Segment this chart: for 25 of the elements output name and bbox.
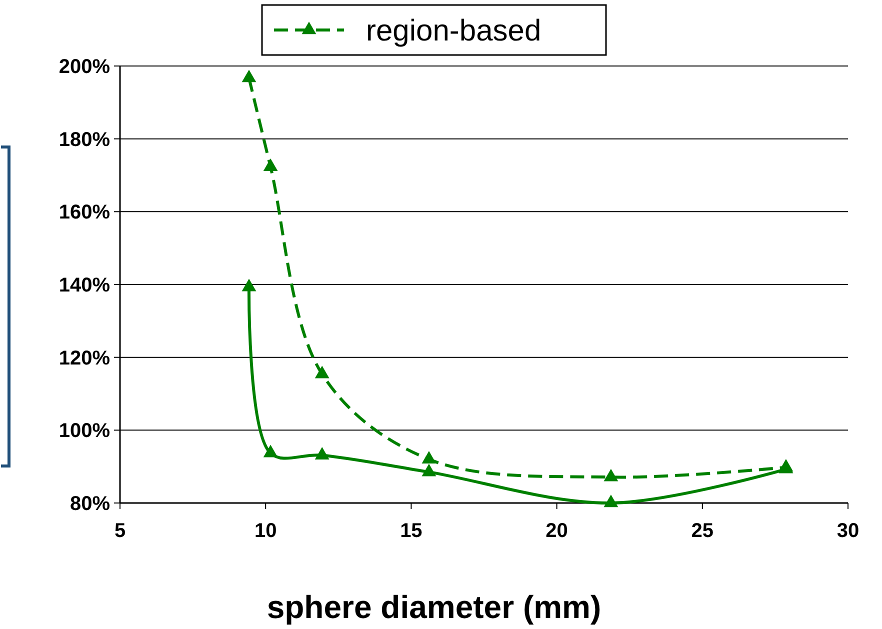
point <box>314 446 330 460</box>
x-tick-label: 25 <box>691 520 714 542</box>
point <box>422 464 436 476</box>
y-tick-label: 160% <box>58 202 110 224</box>
x-tick-label: 10 <box>254 520 277 542</box>
point <box>263 444 278 458</box>
point <box>604 494 618 508</box>
point <box>314 366 330 378</box>
x-axis-title: sphere diameter (mm) <box>266 589 602 625</box>
y-tick-label: 180% <box>58 128 110 151</box>
y-tick-label: 140% <box>58 274 110 296</box>
y-tick-label: 100% <box>58 420 110 442</box>
point <box>422 450 436 464</box>
point <box>263 158 278 172</box>
point <box>242 70 256 82</box>
point <box>242 278 256 292</box>
x-tick-label: 30 <box>836 520 860 542</box>
y-tick-label: 120% <box>58 347 110 370</box>
y-tick-label: 200% <box>58 56 110 78</box>
x-tick-label: 20 <box>546 520 568 542</box>
x-tick-label: 15 <box>400 520 422 542</box>
legend-label: region-based <box>366 14 542 48</box>
point <box>604 468 618 482</box>
y-tick-label: 80% <box>70 493 110 515</box>
x-tick-label: 5 <box>114 520 126 542</box>
